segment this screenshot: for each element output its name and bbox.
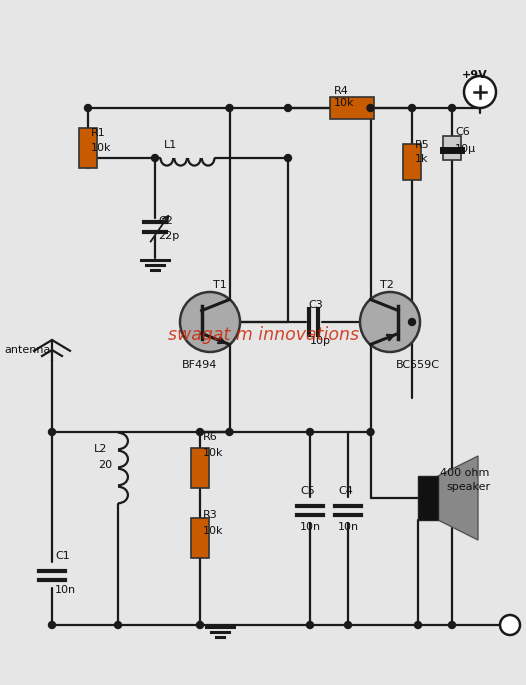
Bar bbox=[330, 97, 374, 119]
Text: R1: R1 bbox=[91, 128, 106, 138]
Text: 1k: 1k bbox=[415, 154, 429, 164]
Circle shape bbox=[414, 621, 421, 629]
Circle shape bbox=[367, 429, 374, 436]
Text: 10k: 10k bbox=[203, 448, 224, 458]
Circle shape bbox=[285, 155, 291, 162]
Text: antenna: antenna bbox=[4, 345, 50, 355]
Text: swagat m innovations: swagat m innovations bbox=[167, 326, 359, 344]
Text: L2: L2 bbox=[94, 444, 107, 454]
Circle shape bbox=[345, 621, 351, 629]
Text: L1: L1 bbox=[164, 140, 177, 150]
Text: T2: T2 bbox=[380, 280, 394, 290]
Circle shape bbox=[197, 621, 204, 629]
Text: R3: R3 bbox=[203, 510, 218, 520]
Text: C1: C1 bbox=[55, 551, 70, 561]
Text: C5: C5 bbox=[300, 486, 315, 496]
Circle shape bbox=[307, 429, 313, 436]
Text: 10p: 10p bbox=[310, 336, 331, 346]
Text: 10n: 10n bbox=[55, 585, 76, 595]
Circle shape bbox=[409, 319, 416, 325]
Bar bbox=[418, 476, 438, 520]
Circle shape bbox=[285, 105, 291, 112]
Text: C2: C2 bbox=[158, 216, 173, 226]
Bar bbox=[403, 144, 421, 180]
Text: 400 ohm: 400 ohm bbox=[440, 468, 489, 478]
Text: BC559C: BC559C bbox=[396, 360, 440, 370]
Circle shape bbox=[85, 105, 92, 112]
Text: 10k: 10k bbox=[334, 98, 355, 108]
Bar bbox=[79, 128, 97, 168]
Text: R4: R4 bbox=[334, 86, 349, 96]
Text: R6: R6 bbox=[203, 432, 218, 442]
Text: 22p: 22p bbox=[158, 231, 179, 241]
Text: R5: R5 bbox=[415, 140, 430, 150]
Circle shape bbox=[409, 105, 416, 112]
Circle shape bbox=[367, 105, 374, 112]
Circle shape bbox=[449, 621, 456, 629]
Circle shape bbox=[307, 621, 313, 629]
Polygon shape bbox=[438, 456, 478, 540]
Text: BF494: BF494 bbox=[182, 360, 217, 370]
Text: 10k: 10k bbox=[203, 526, 224, 536]
Text: C6: C6 bbox=[455, 127, 470, 137]
Circle shape bbox=[115, 621, 122, 629]
Circle shape bbox=[180, 292, 240, 352]
Text: 10μ: 10μ bbox=[455, 144, 476, 154]
Circle shape bbox=[449, 105, 456, 112]
Circle shape bbox=[500, 615, 520, 635]
Text: +9V: +9V bbox=[462, 70, 488, 80]
Text: C4: C4 bbox=[338, 486, 353, 496]
Circle shape bbox=[226, 105, 233, 112]
Circle shape bbox=[48, 621, 56, 629]
Circle shape bbox=[151, 155, 158, 162]
Bar bbox=[443, 136, 461, 160]
Circle shape bbox=[360, 292, 420, 352]
Text: 10k: 10k bbox=[91, 143, 112, 153]
Text: 10n: 10n bbox=[300, 522, 321, 532]
Bar bbox=[191, 448, 209, 488]
Text: 10n: 10n bbox=[338, 522, 359, 532]
Text: C3: C3 bbox=[308, 300, 322, 310]
Bar bbox=[191, 518, 209, 558]
Circle shape bbox=[197, 429, 204, 436]
Circle shape bbox=[464, 76, 496, 108]
Text: 20: 20 bbox=[98, 460, 112, 470]
Circle shape bbox=[48, 429, 56, 436]
Text: speaker: speaker bbox=[446, 482, 490, 492]
Text: T1: T1 bbox=[213, 280, 227, 290]
Circle shape bbox=[226, 429, 233, 436]
